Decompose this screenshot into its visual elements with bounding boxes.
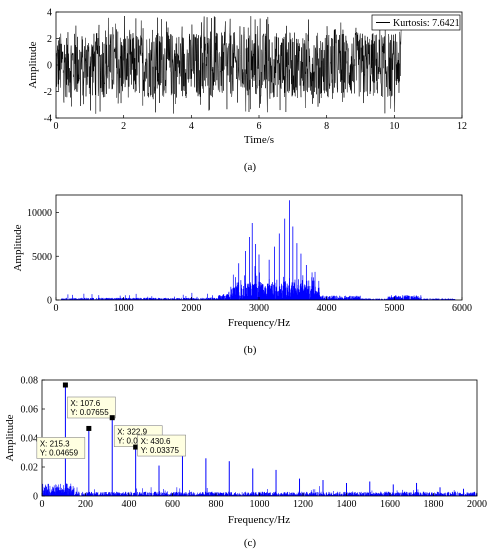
panel-c-xlabel: Frequency/Hz: [228, 514, 290, 526]
panel-a-ylabel: Amplitude: [27, 41, 39, 88]
panel-c: 0 200 400 600 800 1000 1200 1400 1600 1800 2000 00…: [4, 376, 487, 550]
panel-c-datatip-x: X: 107.6: [70, 399, 100, 408]
panel-c-ytick-label: 0.08: [21, 376, 39, 387]
panel-c-ytick-label: 0: [33, 492, 38, 503]
panel-c-datatip-y: Y: 0.05401: [117, 437, 156, 446]
panel-c-datatip-box: [36, 437, 86, 459]
panel-b-caption: (b): [244, 344, 257, 356]
panel-a-signal-line: [55, 16, 402, 114]
panel-c-datatip-marker: [62, 382, 68, 388]
panel-c-xticks: 0 200 400 600 800 1000 1200 1400 1600 1800 2000: [40, 493, 487, 510]
panel-a-ytick-label: 4: [47, 8, 52, 19]
panel-b-yticks: 0 5000 10000: [27, 208, 59, 307]
panel-c-xtick-label: 2000: [467, 499, 487, 510]
panel-c-datatip-x: X: 430.6: [141, 437, 171, 446]
panel-c-datatip-marker: [86, 425, 92, 431]
panel-c-datatip-marker: [133, 444, 139, 450]
panel-b-xtick-label: 5000: [384, 303, 404, 314]
panel-a-ytick-label: -4: [44, 114, 52, 125]
panel-a-legend-box: [371, 14, 461, 31]
panel-b-ytick-label: 10000: [27, 208, 52, 219]
panel-b-xtick-label: 4000: [317, 303, 337, 314]
panel-a-ytick-label: -2: [44, 87, 52, 98]
panel-a-xtick-label: 4: [189, 121, 194, 132]
panel-b-xtick-label: 1000: [114, 303, 134, 314]
panel-c-xtick-label: 1000: [250, 499, 270, 510]
panel-c-xtick-label: 200: [78, 499, 93, 510]
panel-b-ylabel: Amplitude: [12, 224, 24, 271]
panel-b-xtick-label: 6000: [452, 303, 472, 314]
panel-c-ytick-label: 0.04: [21, 434, 39, 445]
panel-c-xtick-label: 400: [122, 499, 137, 510]
panel-a-xtick-label: 6: [257, 121, 262, 132]
panel-b-ytick-label: 0: [47, 296, 52, 307]
panel-c-datatip-x: X: 215.3: [40, 439, 70, 448]
panel-b-spectrum-bulk: [61, 266, 456, 300]
panel-c-caption: (c): [244, 537, 257, 549]
panel-c-xtick-label: 1200: [293, 499, 313, 510]
panel-a-xtick-label: 2: [121, 121, 126, 132]
panel-a-xtick-label: 8: [324, 121, 329, 132]
panel-c-datatip-y: Y: 0.04659: [40, 448, 79, 457]
panel-b-xticks: 0 1000 2000 3000 4000 5000 6000: [54, 297, 472, 314]
panel-b-plot: [61, 200, 456, 300]
panel-c-xtick-label: 800: [209, 499, 224, 510]
panel-a-legend-label: Kurtosis: 7.6421: [393, 18, 460, 29]
panel-c-xtick-label: 1800: [424, 499, 444, 510]
panel-a: 0 2 4 6 8 10 12 -4 -2 0 2 4 Time/s Amplitude Kurto…: [27, 8, 467, 174]
panel-c-xtick-label: 600: [165, 499, 180, 510]
panel-b: 0 1000 2000 3000 4000 5000 6000 0 5000 10000 Fre…: [12, 194, 472, 356]
panel-a-xtick-label: 10: [389, 121, 399, 132]
panel-a-legend: Kurtosis: 7.6421: [371, 14, 461, 31]
panel-a-xtick-label: 12: [457, 121, 467, 132]
panel-a-ytick-label: 2: [47, 34, 52, 45]
panel-c-datatip-box: [137, 434, 186, 457]
panel-c-datatip-box: [67, 396, 116, 419]
panel-a-plot: [55, 16, 402, 114]
panel-c-xtick-label: 1400: [337, 499, 357, 510]
panel-b-xtick-label: 3000: [249, 303, 269, 314]
panel-a-xlabel: Time/s: [244, 134, 274, 146]
panel-c-xtick-label: 0: [40, 499, 45, 510]
panel-c-ylabel: Amplitude: [4, 414, 16, 461]
panel-a-caption: (a): [244, 161, 257, 173]
panel-c-xtick-label: 1600: [380, 499, 400, 510]
panel-a-ytick-label: 0: [47, 61, 52, 72]
panel-c-ytick-label: 0.02: [21, 463, 39, 474]
panel-c-ytick-label: 0.06: [21, 405, 39, 416]
panel-a-xticks: 0 2 4 6 8 10 12: [54, 115, 467, 132]
panel-c-datatip-y: Y: 0.03375: [141, 446, 180, 455]
panel-c-datatip-x: X: 322.9: [117, 428, 147, 437]
panel-b-xtick-label: 2000: [181, 303, 201, 314]
panel-b-xtick-label: 0: [54, 303, 59, 314]
panel-c-datatip-y: Y: 0.07655: [70, 408, 109, 417]
panel-b-xlabel: Frequency/Hz: [228, 317, 290, 329]
panel-c-datatip-marker: [109, 415, 115, 421]
panel-a-xtick-label: 0: [54, 121, 59, 132]
panel-b-ytick-label: 5000: [32, 252, 52, 263]
panel-a-yticks: -4 -2 0 2 4: [44, 8, 59, 125]
panel-c-datatips: X: 107.6Y: 0.07655 X: 215.3Y: 0.04659 X: 3…: [36, 382, 186, 459]
